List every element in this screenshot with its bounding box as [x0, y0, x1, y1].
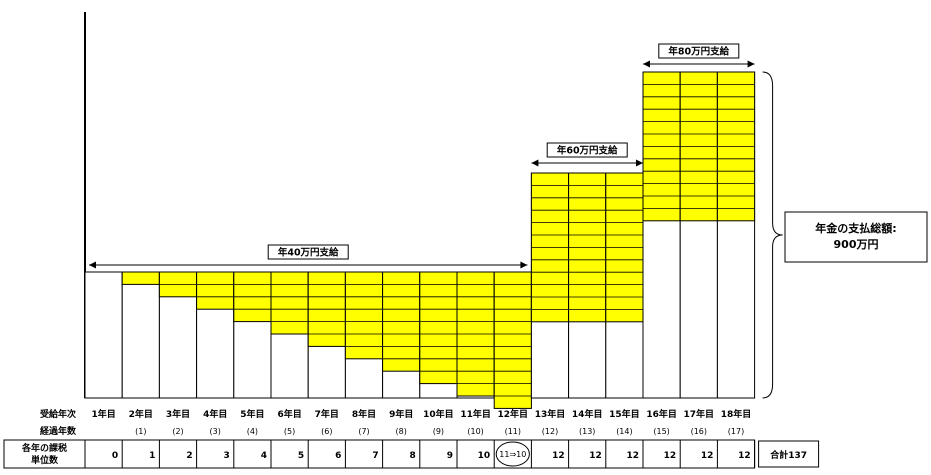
units-value-15: 12 — [626, 451, 639, 461]
year-label-5: 5年目 — [240, 408, 264, 420]
elapsed-label-2: (1) — [135, 427, 146, 436]
total-brace — [762, 71, 783, 399]
total-label: 合計137 — [770, 449, 807, 461]
units-value-1: 0 — [112, 451, 118, 461]
arrow-head-left — [531, 159, 539, 167]
row-label-units-line1: 各年の課税 — [21, 442, 67, 454]
elapsed-label-8: (7) — [358, 427, 369, 436]
year-label-3: 3年目 — [166, 408, 190, 420]
units-value-8: 7 — [372, 451, 378, 461]
elapsed-label-12: (11) — [505, 427, 521, 436]
total-callout-line2: 900万円 — [834, 238, 879, 251]
taxable-area-10 — [419, 271, 458, 385]
arrow-head-right — [747, 60, 755, 68]
year-label-15: 15年目 — [609, 408, 640, 420]
elapsed-label-13: (12) — [542, 427, 558, 436]
arrow-head-right — [636, 159, 643, 167]
units-value-16: 12 — [664, 451, 677, 461]
elapsed-label-14: (13) — [579, 427, 595, 436]
units-value-7: 6 — [335, 451, 341, 461]
units-value-11: 10 — [478, 451, 491, 461]
year-label-14: 14年目 — [572, 408, 603, 420]
row-label-units-line2: 単位数 — [31, 454, 59, 466]
row-label-year-order: 受給年次 — [40, 408, 76, 420]
year-label-18: 18年目 — [721, 408, 752, 420]
year-label-8: 8年目 — [352, 408, 376, 420]
taxable-area-4 — [196, 271, 235, 310]
elapsed-label-9: (8) — [396, 427, 407, 436]
year-column-1 — [84, 271, 123, 399]
units-value-2: 1 — [149, 451, 155, 461]
period-label-box-3 — [658, 43, 740, 59]
total-callout-line1: 年金の支払総額: — [815, 221, 896, 235]
elapsed-label-3: (2) — [172, 427, 183, 436]
year-label-1: 1年目 — [91, 408, 115, 420]
year-label-10: 10年目 — [423, 408, 454, 420]
units-highlight-oval — [495, 441, 530, 467]
units-value-9: 8 — [410, 451, 416, 461]
units-value-10: 9 — [447, 451, 453, 461]
units-value-4: 3 — [224, 451, 230, 461]
row-label-elapsed: 経過年数 — [40, 425, 77, 437]
arrow-head-left — [89, 261, 96, 269]
taxable-area-6 — [270, 271, 309, 335]
total-callout-box — [784, 211, 928, 263]
year-label-13: 13年目 — [535, 408, 566, 420]
units-value-13: 12 — [552, 451, 565, 461]
year-label-4: 4年目 — [203, 408, 227, 420]
year-label-17: 17年目 — [684, 408, 715, 420]
units-value-12: 11⇒10 — [499, 450, 526, 459]
year-column-2 — [121, 271, 160, 399]
period-label-box-2 — [546, 142, 628, 158]
units-value-6: 5 — [298, 451, 304, 461]
elapsed-label-5: (4) — [247, 427, 258, 436]
units-value-14: 12 — [589, 451, 602, 461]
period-label-3: 年80万円支給 — [668, 46, 729, 58]
period-label-2: 年60万円支給 — [557, 145, 618, 157]
elapsed-label-10: (9) — [433, 427, 444, 436]
units-value-5: 4 — [261, 451, 267, 461]
year-label-9: 9年目 — [389, 408, 413, 420]
elapsed-label-11: (10) — [467, 427, 483, 436]
elapsed-label-6: (5) — [284, 427, 295, 436]
units-value-3: 2 — [186, 451, 192, 461]
taxable-area-8 — [344, 271, 384, 360]
year-label-2: 2年目 — [129, 408, 153, 420]
year-label-12: 12年目 — [498, 408, 529, 420]
elapsed-label-15: (14) — [616, 427, 632, 436]
period-label-1: 年40万円支給 — [278, 247, 339, 259]
arrow-head-right — [520, 261, 528, 269]
year-label-11: 11年目 — [460, 408, 491, 420]
total-cell — [758, 440, 820, 468]
elapsed-label-7: (6) — [321, 427, 332, 436]
year-label-16: 16年目 — [646, 408, 677, 420]
taxable-area-12 — [493, 271, 532, 409]
year-label-7: 7年目 — [315, 408, 339, 420]
period-label-box-1 — [267, 244, 349, 260]
elapsed-label-17: (16) — [691, 427, 707, 436]
elapsed-label-16: (15) — [653, 427, 669, 436]
elapsed-label-18: (17) — [728, 427, 744, 436]
units-value-17: 12 — [701, 451, 714, 461]
year-label-6: 6年目 — [277, 408, 301, 420]
taxable-area-2 — [121, 271, 160, 285]
elapsed-label-4: (3) — [210, 427, 221, 436]
arrow-head-left — [643, 60, 650, 68]
units-value-18: 12 — [738, 451, 751, 461]
